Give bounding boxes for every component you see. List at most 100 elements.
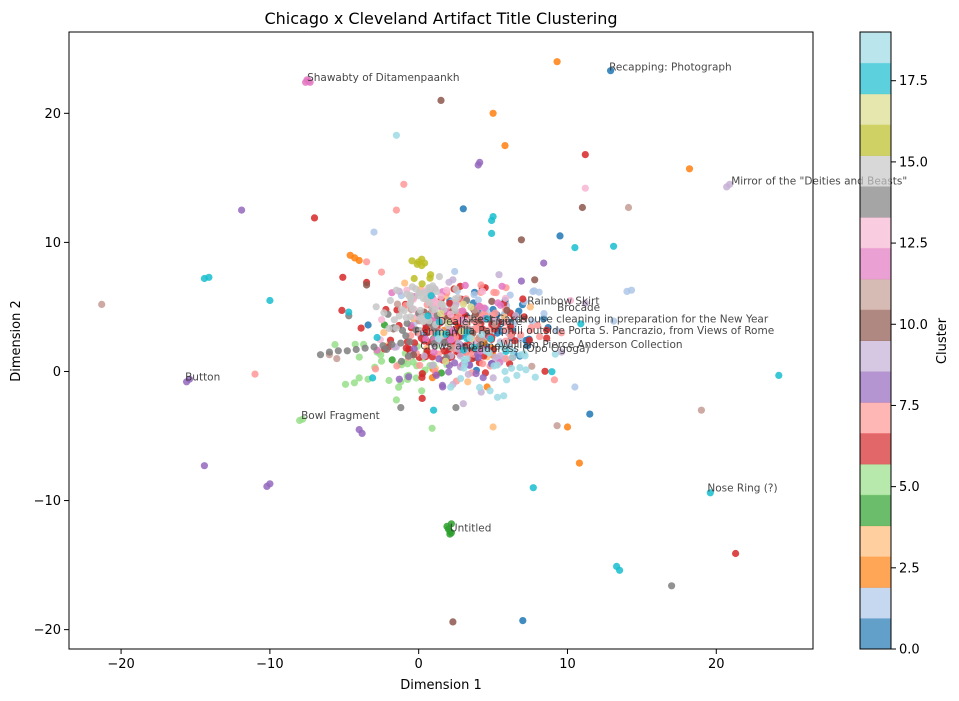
cluster-6-point: [506, 323, 514, 331]
cluster-13-point: [378, 316, 386, 324]
cluster-14-point: [398, 326, 407, 334]
cluster-5-point: [385, 376, 393, 385]
cluster-8-point: [266, 480, 274, 488]
cluster-7-point: [517, 331, 525, 339]
cluster-5-point: [331, 341, 339, 349]
cluster-11-point: [98, 300, 106, 308]
cluster-0-point: [607, 67, 615, 75]
cluster-19-point: [500, 392, 508, 400]
cluster-18-point: [424, 312, 432, 320]
colorbar-tick-label: 2.5: [899, 561, 920, 576]
cluster-18-point: [470, 344, 478, 352]
cluster-8-point: [238, 206, 246, 214]
cluster-18-point: [775, 371, 783, 379]
cluster-6-point: [581, 151, 589, 159]
colorbar-tick-label: 0.0: [899, 643, 920, 658]
cluster-11-point: [697, 406, 706, 414]
cluster-18-point: [369, 374, 377, 382]
colorbar-segment: [860, 186, 891, 218]
cluster-19-point: [500, 344, 508, 352]
cluster-11-point: [333, 355, 341, 363]
cluster-11-point: [491, 320, 499, 328]
cluster-3-point: [464, 378, 472, 386]
cluster-1-point: [370, 228, 378, 236]
cluster-12-point: [459, 307, 467, 315]
cluster-11-point: [528, 362, 536, 370]
point-annotation: House cleaning in preparation for the Ne…: [520, 313, 769, 325]
cluster-8-point: [395, 375, 403, 383]
cluster-8-point: [358, 429, 366, 437]
cluster-18-point: [266, 296, 274, 305]
cluster-14-point: [383, 345, 391, 353]
cluster-18-point: [487, 335, 495, 343]
cluster-13-point: [581, 184, 589, 192]
cluster-7-point: [416, 361, 424, 369]
cluster-7-point: [477, 281, 485, 289]
cluster-15-point: [416, 306, 424, 314]
cluster-8-point: [451, 359, 459, 367]
cluster-7-point: [251, 370, 259, 378]
cluster-15-point: [385, 324, 393, 332]
cluster-14-point: [352, 345, 360, 354]
cluster-8-point: [200, 462, 208, 470]
cluster-19-point: [513, 371, 521, 379]
cluster-1-point: [610, 317, 618, 325]
point-annotation: Chest Cards: [463, 313, 526, 325]
chart-title: Chicago x Cleveland Artifact Title Clust…: [264, 9, 617, 28]
cluster-4-point: [447, 520, 455, 528]
y-tick-label: −20: [34, 623, 61, 638]
cluster-19-point: [466, 334, 474, 342]
cluster-6-point: [418, 373, 426, 381]
colorbar-segment: [860, 340, 891, 372]
cluster-8-point: [475, 353, 483, 361]
point-annotation: Recapping: Photograph: [609, 62, 732, 74]
cluster-2-point: [563, 423, 572, 431]
cluster-12-point: [461, 281, 469, 289]
cluster-18-point: [435, 318, 443, 326]
colorbar-segment: [860, 155, 891, 187]
cluster-7-point: [502, 337, 510, 345]
cluster-0-point: [364, 321, 372, 329]
cluster-8-point: [185, 375, 194, 383]
cluster-13-point: [442, 286, 451, 294]
cluster-7-point: [363, 258, 371, 266]
colorbar-segment: [860, 93, 891, 126]
cluster-14-point: [452, 404, 460, 412]
colorbar-segment: [860, 402, 891, 434]
scatter-points: [98, 58, 783, 626]
cluster-9-point: [428, 361, 436, 369]
cluster-8-point: [479, 374, 487, 382]
cluster-7-point: [371, 365, 380, 373]
point-annotation: Rainbow Skirt: [527, 295, 599, 307]
cluster-13-point: [479, 287, 487, 295]
cluster-2-point: [553, 58, 561, 66]
cluster-10-point: [578, 203, 587, 212]
cluster-19-point: [503, 376, 511, 384]
cluster-1-point: [540, 310, 548, 318]
cluster-10-point: [517, 236, 526, 244]
cluster-12-point: [449, 326, 457, 335]
cluster-18-point: [373, 333, 381, 342]
cluster-18-point: [529, 484, 537, 492]
cluster-4-point: [447, 529, 455, 537]
cluster-8-point: [432, 371, 440, 379]
cluster-12-point: [306, 78, 314, 86]
point-annotation: Nose Ring (?): [707, 483, 777, 495]
y-tick-label: 10: [44, 236, 61, 251]
cluster-19-point: [475, 383, 484, 392]
colorbar-segment: [860, 433, 891, 465]
point-annotation: Button: [185, 372, 220, 384]
cluster-18-point: [488, 229, 496, 237]
cluster-15-point: [406, 298, 414, 307]
cluster-8-point: [472, 370, 480, 378]
cluster-6-point: [543, 326, 551, 334]
cluster-7-point: [502, 355, 510, 363]
cluster-14-point: [343, 347, 351, 355]
cluster-7-point: [392, 206, 400, 214]
cluster-9-point: [420, 352, 428, 360]
cluster-2-point: [489, 109, 497, 117]
cluster-19-point: [507, 364, 516, 372]
cluster-6-point: [357, 324, 365, 332]
cluster-11-point: [393, 300, 402, 308]
cluster-12-point: [422, 335, 430, 343]
